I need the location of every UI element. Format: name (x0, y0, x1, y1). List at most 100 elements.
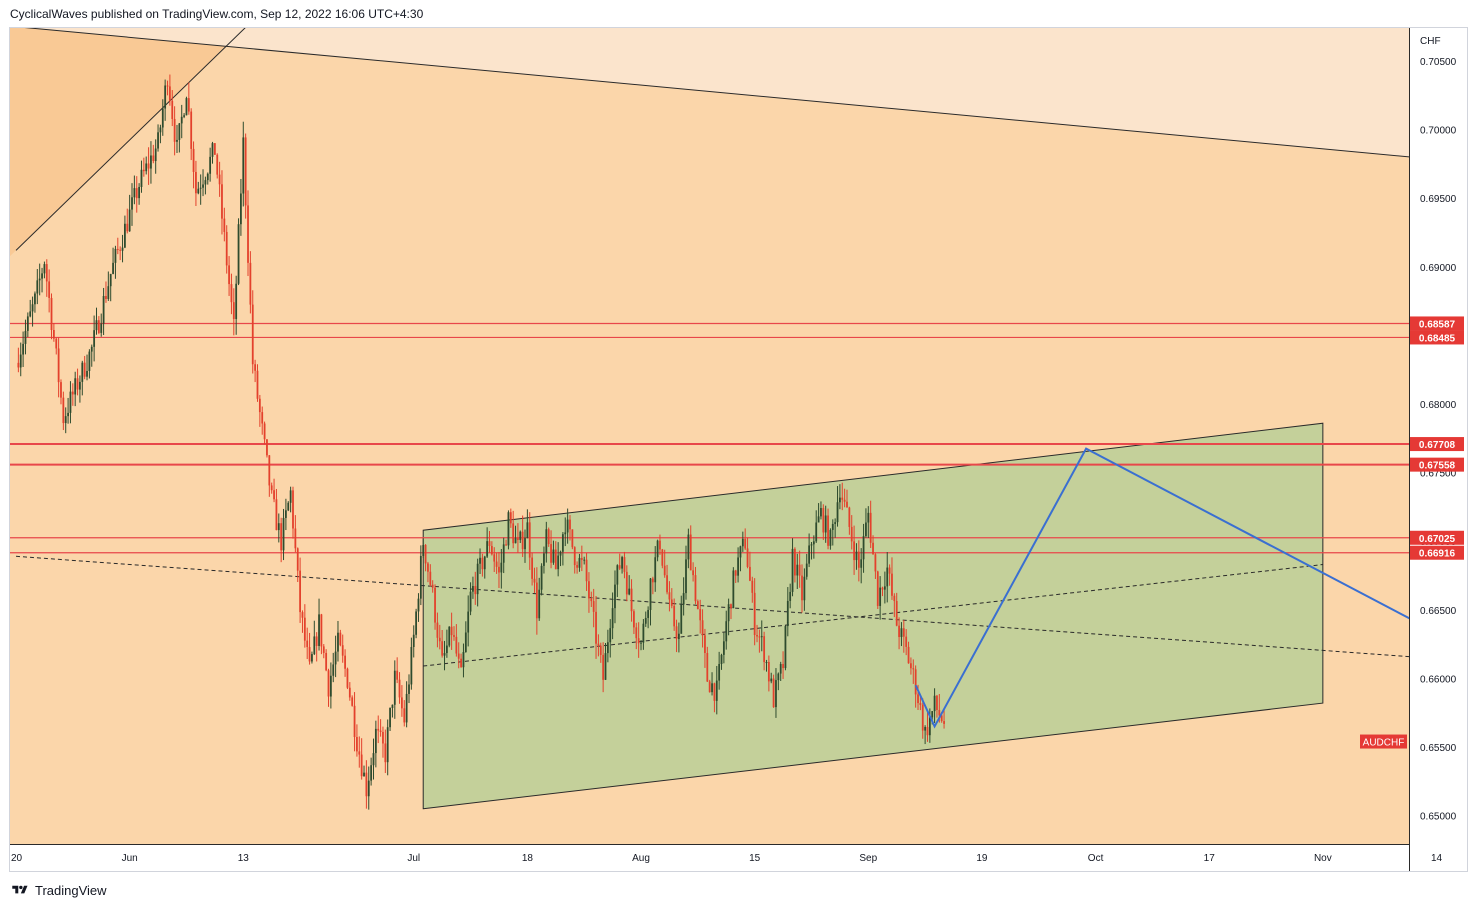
price-tick-label: 0.66500 (1420, 606, 1457, 617)
candle-body (441, 641, 444, 656)
candle-body (524, 538, 526, 550)
candle-body (334, 651, 337, 665)
candle-body (519, 531, 522, 541)
candle-body (756, 635, 758, 637)
candle-body (438, 637, 441, 642)
candle-body (647, 609, 650, 618)
candle-body (95, 320, 98, 331)
candle-body (427, 563, 429, 572)
candle-body (898, 625, 900, 638)
candle-body (159, 127, 162, 133)
level-label-bg (1410, 330, 1464, 345)
candle-body (116, 248, 119, 250)
candle-body (294, 528, 297, 549)
candle-body (891, 573, 893, 596)
candle-body (699, 609, 702, 621)
candle-body (637, 638, 640, 644)
candle-body (424, 544, 427, 564)
candle-body (292, 490, 294, 529)
price-tick-label: 0.66000 (1420, 674, 1457, 685)
candle-body (351, 697, 354, 706)
candle-body (500, 562, 503, 573)
candle-body (834, 522, 837, 524)
candle-body (346, 668, 349, 688)
candle-body (493, 554, 496, 562)
candle-body (145, 163, 148, 172)
candle-body (803, 576, 806, 601)
candle-body (732, 570, 735, 609)
dashed-trendline-3[interactable] (423, 564, 1323, 667)
trendline-1[interactable] (15, 0, 366, 251)
candle-body (152, 155, 155, 162)
candle-body (270, 485, 273, 491)
candle-body (895, 601, 898, 626)
candle-body (29, 311, 32, 317)
price-tick-label: 0.67500 (1420, 469, 1457, 480)
candle-body (808, 545, 811, 564)
candle-body (83, 362, 86, 377)
level-label-3: 0.67558 (1419, 461, 1456, 472)
candle-body (474, 586, 477, 595)
candle-body (820, 508, 822, 517)
candle-body (590, 598, 593, 602)
candle-body (772, 678, 775, 708)
candle-body (680, 604, 683, 634)
candle-body (741, 538, 744, 547)
candle-body (242, 137, 245, 194)
candle-body (727, 604, 730, 622)
candle-body (936, 695, 938, 710)
candle-body (325, 652, 328, 671)
candle-body (266, 439, 268, 456)
candle-body (794, 548, 796, 576)
candle-body (173, 118, 176, 142)
candle-body (273, 490, 275, 500)
candle-body (71, 391, 74, 395)
candle-body (543, 553, 545, 566)
candle-body (488, 541, 491, 546)
candle-body (237, 224, 240, 284)
candle-body (526, 522, 529, 539)
candle-body (164, 85, 167, 109)
candle-body (358, 751, 361, 755)
candle-body (455, 636, 458, 654)
candle-body (649, 578, 652, 610)
candle-body (377, 728, 380, 731)
candle-body (318, 614, 320, 646)
candle-body (218, 174, 221, 185)
candle-body (538, 589, 541, 619)
level-label-bg (1410, 437, 1464, 452)
candle-body (147, 163, 150, 169)
candle-body (796, 564, 799, 576)
ascending-channel[interactable] (422, 422, 1324, 810)
candle-body (289, 490, 292, 503)
candle-body (777, 673, 780, 681)
candle-body (62, 397, 65, 424)
level-label-5: 0.66916 (1419, 549, 1456, 560)
candle-body (867, 512, 870, 523)
candle-body (789, 591, 792, 601)
dashed-trendline-2[interactable] (15, 555, 1478, 671)
candle-body (812, 541, 815, 545)
candle-body (199, 187, 202, 189)
candle-body (640, 642, 642, 644)
candle-body (67, 412, 69, 417)
price-tick-label: 0.65000 (1420, 812, 1457, 823)
candle-body (263, 423, 266, 440)
candle-body (48, 281, 51, 298)
candle-body (460, 658, 462, 668)
candle-body (573, 547, 576, 566)
candle-body (836, 502, 839, 523)
level-label-bg (1410, 457, 1464, 472)
candle-body (675, 626, 678, 640)
candle-body (498, 566, 500, 573)
projection-path[interactable] (914, 447, 1478, 729)
candle-body (356, 737, 358, 752)
candle-body (883, 586, 886, 590)
candle-body (230, 284, 233, 303)
candle-body (195, 171, 197, 194)
candle-body (838, 497, 841, 503)
trendline-0[interactable] (16, 27, 1478, 177)
candle-body (746, 548, 749, 567)
candle-body (701, 620, 704, 636)
